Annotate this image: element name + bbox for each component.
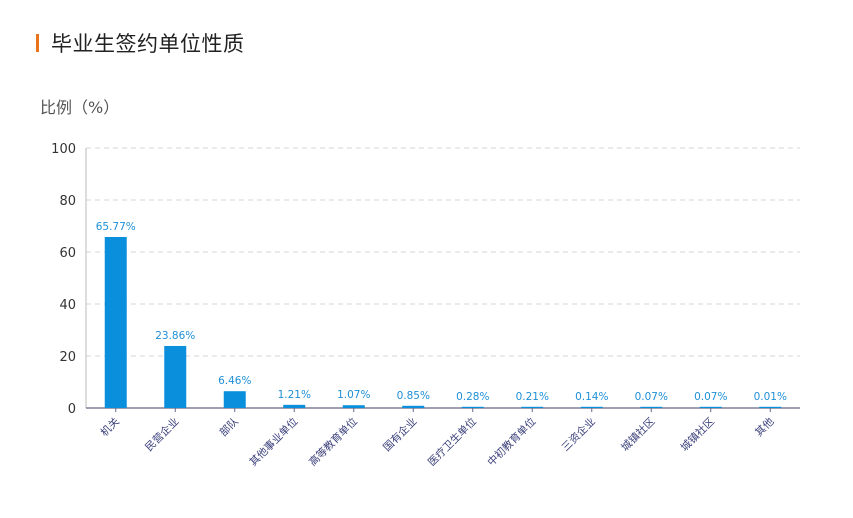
page-title: 毕业生签约单位性质 [51,32,245,56]
x-tick-label: 高等教育单位 [306,415,360,469]
x-tick-label: 医疗卫生单位 [425,415,479,469]
x-tick-label: 机关 [98,415,122,439]
title-accent-bar [36,34,39,52]
data-label: 0.85% [397,390,430,402]
y-tick-label: 80 [59,194,76,209]
bar [402,405,425,408]
bar [580,406,603,408]
x-tick-label: 中初教育单位 [485,415,539,469]
title-wrap: 毕业生签约单位性质 [36,28,245,58]
x-tick-label: 其他 [752,415,776,439]
y-axis-label: 比例（%） [40,98,120,117]
data-label: 6.46% [218,375,251,387]
data-label: 0.28% [456,391,489,403]
bar [164,345,187,408]
bar [104,236,127,408]
bar [699,406,722,408]
y-tick-label: 0 [68,402,76,417]
bar [283,404,306,408]
data-label: 0.07% [694,391,727,403]
data-label: 23.86% [155,330,195,342]
bar [640,406,663,408]
x-tick-label: 其他事业单位 [247,415,301,469]
data-label: 0.01% [754,391,787,403]
data-label: 1.07% [337,389,370,401]
x-tick-label: 城镇社区 [618,415,657,454]
data-label: 65.77% [96,221,136,233]
x-tick-label: 城镇社区 [678,415,717,454]
y-tick-label: 100 [51,142,76,157]
data-label: 0.14% [575,391,608,403]
bar [223,391,246,408]
data-label: 1.21% [278,389,311,401]
x-tick-label: 民营企业 [142,415,181,454]
y-tick-label: 40 [59,298,76,313]
bar [759,406,782,408]
y-tick-label: 60 [59,246,76,261]
x-tick-label: 国有企业 [380,415,419,454]
data-label: 0.21% [516,391,549,403]
bar [342,405,365,408]
x-tick-label: 部队 [217,415,241,439]
y-tick-label: 20 [59,350,76,365]
bar [461,406,484,408]
x-tick-label: 三资企业 [559,415,598,454]
data-label: 0.07% [635,391,668,403]
bar [521,406,544,408]
